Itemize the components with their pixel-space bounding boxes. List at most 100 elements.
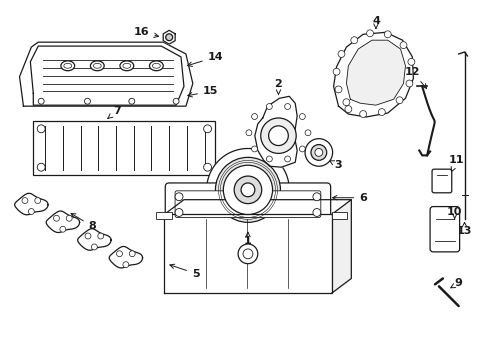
Circle shape bbox=[312, 208, 320, 216]
Circle shape bbox=[85, 233, 91, 239]
Circle shape bbox=[266, 104, 272, 109]
Circle shape bbox=[337, 50, 344, 58]
Text: 7: 7 bbox=[108, 106, 121, 118]
Circle shape bbox=[245, 130, 251, 136]
Circle shape bbox=[305, 139, 332, 166]
Circle shape bbox=[332, 68, 339, 75]
Text: 16: 16 bbox=[134, 27, 158, 37]
Circle shape bbox=[251, 146, 257, 152]
Circle shape bbox=[203, 163, 211, 171]
Circle shape bbox=[22, 198, 28, 203]
Circle shape bbox=[399, 42, 406, 49]
Circle shape bbox=[223, 165, 272, 215]
Text: 15: 15 bbox=[187, 86, 218, 97]
Polygon shape bbox=[109, 246, 142, 268]
Bar bbox=[156, 212, 172, 219]
Ellipse shape bbox=[64, 63, 72, 68]
Ellipse shape bbox=[149, 61, 163, 71]
Text: 2: 2 bbox=[274, 78, 282, 94]
Circle shape bbox=[384, 31, 390, 38]
Circle shape bbox=[395, 97, 402, 104]
Circle shape bbox=[299, 146, 305, 152]
Circle shape bbox=[238, 244, 257, 264]
Circle shape bbox=[173, 98, 179, 104]
FancyBboxPatch shape bbox=[429, 207, 459, 252]
Circle shape bbox=[53, 215, 60, 221]
Circle shape bbox=[37, 125, 45, 133]
Circle shape bbox=[407, 58, 414, 65]
Circle shape bbox=[122, 262, 128, 267]
Circle shape bbox=[84, 98, 90, 104]
Circle shape bbox=[35, 198, 41, 203]
Ellipse shape bbox=[152, 63, 160, 68]
Circle shape bbox=[260, 118, 296, 153]
Polygon shape bbox=[163, 30, 175, 44]
Circle shape bbox=[91, 244, 97, 250]
Text: 5: 5 bbox=[169, 264, 199, 279]
FancyBboxPatch shape bbox=[165, 183, 330, 225]
Ellipse shape bbox=[93, 63, 101, 68]
Circle shape bbox=[378, 109, 385, 116]
Circle shape bbox=[38, 98, 44, 104]
Circle shape bbox=[359, 111, 366, 117]
Circle shape bbox=[175, 208, 183, 216]
Circle shape bbox=[66, 215, 72, 221]
Text: 11: 11 bbox=[448, 155, 464, 172]
Circle shape bbox=[206, 148, 289, 231]
Text: 3: 3 bbox=[328, 160, 342, 170]
Text: 10: 10 bbox=[446, 207, 462, 219]
Polygon shape bbox=[46, 211, 80, 233]
Circle shape bbox=[165, 34, 172, 41]
Circle shape bbox=[60, 226, 66, 232]
Circle shape bbox=[128, 98, 135, 104]
Text: 13: 13 bbox=[456, 222, 471, 236]
Circle shape bbox=[129, 251, 135, 257]
Polygon shape bbox=[15, 193, 48, 215]
Ellipse shape bbox=[90, 61, 104, 71]
Polygon shape bbox=[78, 229, 111, 250]
Text: 6: 6 bbox=[332, 193, 366, 203]
Circle shape bbox=[314, 148, 322, 156]
Circle shape bbox=[305, 130, 310, 136]
Text: 1: 1 bbox=[244, 232, 251, 246]
Circle shape bbox=[241, 183, 254, 197]
Text: 8: 8 bbox=[71, 213, 96, 231]
Circle shape bbox=[37, 163, 45, 171]
Circle shape bbox=[350, 37, 357, 44]
Circle shape bbox=[284, 156, 290, 162]
Circle shape bbox=[334, 86, 341, 93]
Text: 9: 9 bbox=[450, 278, 462, 288]
Circle shape bbox=[28, 208, 34, 215]
Polygon shape bbox=[30, 46, 183, 105]
Circle shape bbox=[310, 145, 326, 160]
Circle shape bbox=[116, 251, 122, 257]
Circle shape bbox=[312, 193, 320, 201]
Circle shape bbox=[344, 106, 351, 113]
Polygon shape bbox=[333, 32, 412, 117]
Bar bbox=[33, 121, 215, 175]
Circle shape bbox=[405, 80, 412, 87]
Polygon shape bbox=[331, 200, 350, 293]
Circle shape bbox=[284, 104, 290, 109]
Circle shape bbox=[342, 99, 349, 106]
FancyBboxPatch shape bbox=[175, 191, 320, 217]
Circle shape bbox=[268, 126, 288, 145]
Circle shape bbox=[215, 157, 280, 222]
Circle shape bbox=[203, 125, 211, 133]
Text: 12: 12 bbox=[404, 67, 426, 89]
Circle shape bbox=[251, 114, 257, 120]
Polygon shape bbox=[346, 40, 405, 105]
Bar bbox=[331, 212, 346, 219]
Circle shape bbox=[98, 233, 103, 239]
Circle shape bbox=[234, 176, 261, 204]
Polygon shape bbox=[254, 96, 297, 167]
Circle shape bbox=[366, 30, 373, 37]
FancyBboxPatch shape bbox=[431, 169, 451, 193]
Polygon shape bbox=[164, 215, 331, 293]
Circle shape bbox=[266, 156, 272, 162]
Ellipse shape bbox=[120, 61, 133, 71]
Text: 4: 4 bbox=[371, 15, 379, 28]
Circle shape bbox=[243, 249, 252, 259]
Circle shape bbox=[175, 193, 183, 201]
Ellipse shape bbox=[61, 61, 75, 71]
